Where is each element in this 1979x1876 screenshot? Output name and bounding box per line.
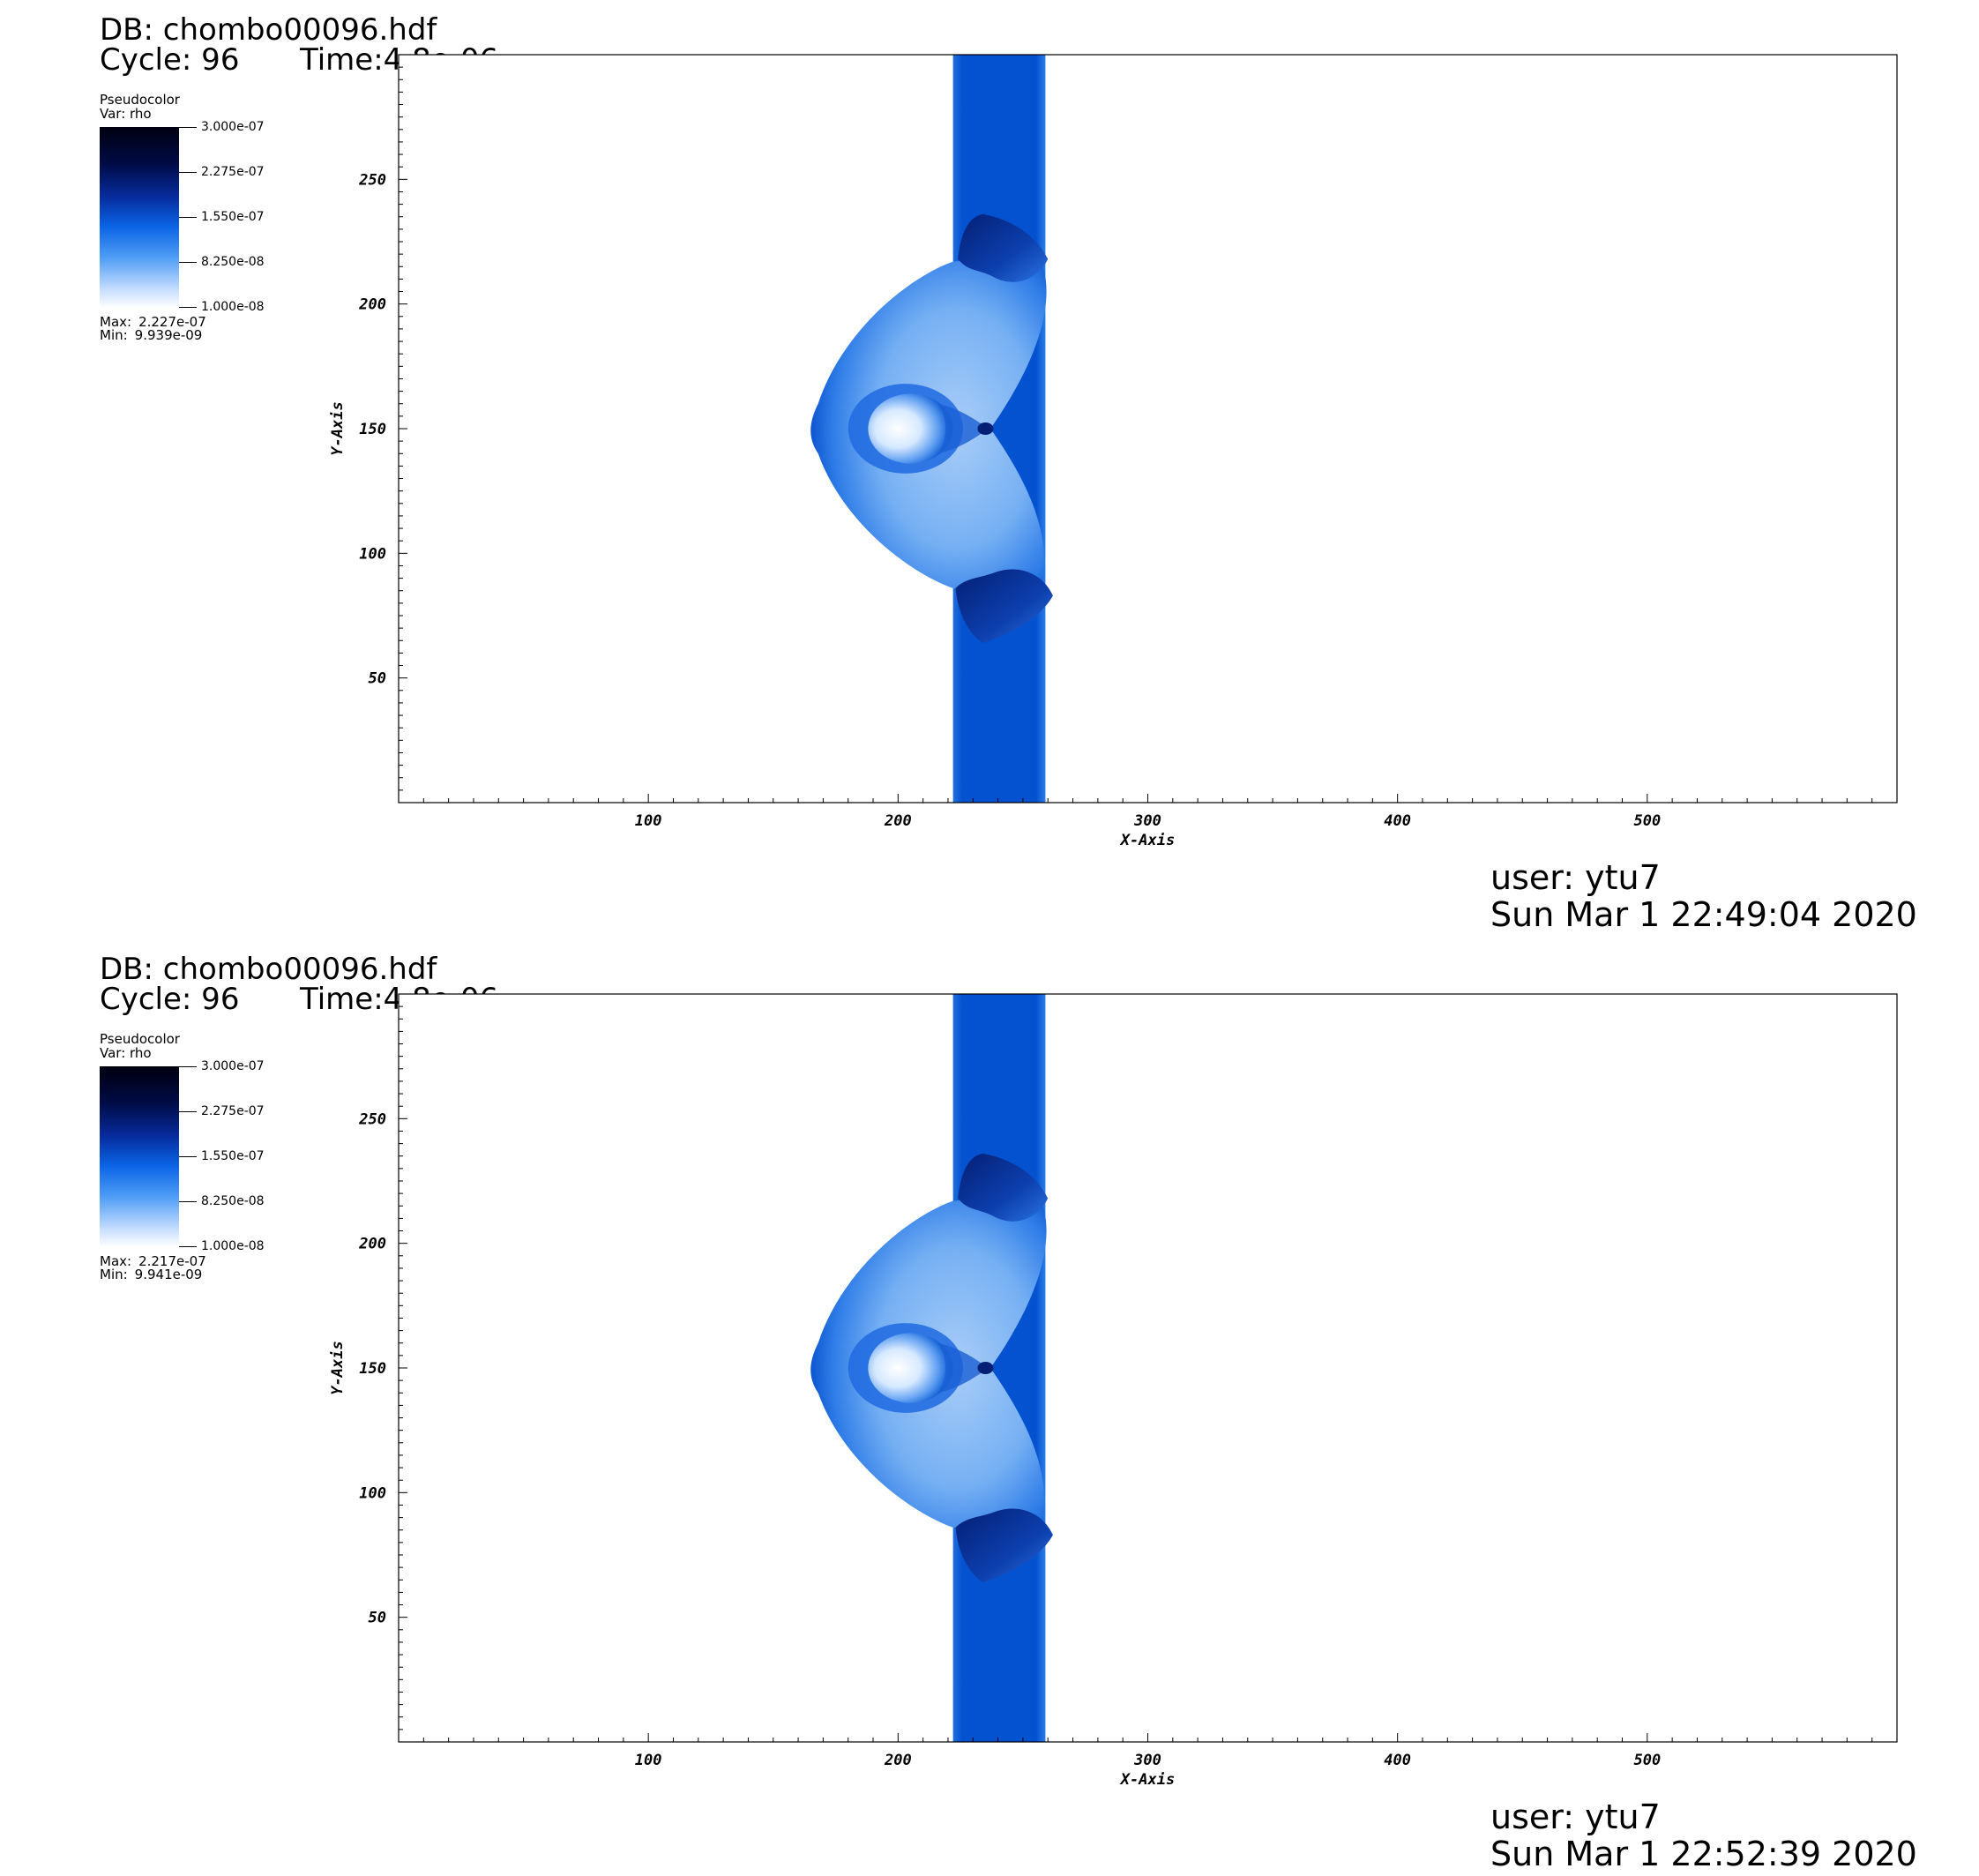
colorbar-tick: [179, 1246, 197, 1247]
colorbar-tick: [179, 217, 197, 218]
user-label: user: ytu7: [1490, 858, 1661, 897]
legend-variable: Var: rho: [100, 106, 152, 122]
colorbar: [100, 1066, 179, 1247]
legend-min-value: 9.941e-09: [134, 1267, 203, 1282]
density-field: [399, 994, 1897, 1742]
y-tick-label: 250: [358, 171, 386, 189]
pseudocolor-plot: 100 200 300 400 500 50 100 150 200 250 X-Axis Y-Axi…: [329, 993, 1898, 1789]
x-tick-label: 500: [1633, 1752, 1661, 1769]
y-tick-label: 100: [359, 1484, 386, 1502]
bright-core: [868, 1333, 953, 1403]
cusp-point: [977, 422, 994, 435]
legend-min: Min: 9.939e-09: [100, 329, 202, 342]
x-tick-label: 300: [1133, 812, 1161, 830]
colorbar-label: 1.550e-07: [201, 210, 265, 224]
colorbar-tick: [179, 127, 197, 128]
colorbar-label: 8.250e-08: [201, 1194, 265, 1208]
y-tick-label: 100: [359, 545, 386, 563]
plot-background: [399, 55, 1897, 803]
database-title: DB: chombo00096.hdf: [100, 12, 437, 48]
colorbar-tick: [179, 1066, 197, 1067]
inner-wedge: [937, 403, 989, 454]
x-axis-label: X-Axis: [1119, 832, 1175, 849]
x-tick-label: 100: [635, 812, 662, 830]
colorbar-tick: [179, 172, 197, 173]
y-axis-label: Y-Axis: [329, 1341, 347, 1394]
legend-max-value: 2.217e-07: [138, 1253, 206, 1269]
y-tick-label: 150: [359, 421, 386, 438]
colorbar-label: 2.275e-07: [201, 1104, 265, 1118]
user-label: user: ytu7: [1490, 1798, 1661, 1836]
lower-lobe: [955, 1508, 1053, 1583]
legend-min-label: Min:: [100, 1267, 128, 1282]
legend-min-label: Min:: [100, 327, 128, 343]
x-tick-label: 100: [635, 1752, 662, 1769]
x-tick-label: 400: [1384, 812, 1411, 830]
lower-lobe: [955, 569, 1053, 644]
x-tick-label: 300: [1133, 1752, 1161, 1769]
colorbar-label: 1.550e-07: [201, 1149, 265, 1163]
colorbar-tick: [179, 307, 197, 308]
density-field: [399, 55, 1897, 803]
timestamp-label: Sun Mar 1 22:52:39 2020: [1490, 1835, 1917, 1873]
cusp-point: [977, 1362, 994, 1374]
legend-max-label: Max:: [100, 314, 132, 330]
legend-max: Max: 2.227e-07: [100, 316, 206, 329]
colorbar-tick: [179, 1201, 197, 1202]
y-tick-label: 50: [369, 1610, 386, 1627]
legend-max: Max: 2.217e-07: [100, 1255, 206, 1268]
x-axis-label: X-Axis: [1119, 1771, 1175, 1789]
y-tick-label: 50: [369, 670, 386, 688]
cycle-label: Cycle: 96: [100, 982, 240, 1017]
bright-core: [868, 393, 953, 464]
legend-plot-type: Pseudocolor: [100, 1031, 180, 1047]
legend-variable: Var: rho: [100, 1045, 152, 1061]
inner-wedge: [937, 1342, 989, 1394]
legend-min: Min: 9.941e-09: [100, 1268, 202, 1282]
legend-plot-type: Pseudocolor: [100, 92, 180, 108]
y-tick-label: 150: [359, 1360, 386, 1378]
y-tick-label: 200: [358, 296, 386, 314]
colorbar-label: 3.000e-07: [201, 120, 265, 134]
x-tick-label: 500: [1633, 812, 1661, 830]
colorbar-label: 2.275e-07: [201, 165, 265, 179]
upper-lobe: [958, 213, 1049, 282]
legend-max-label: Max:: [100, 1253, 132, 1269]
plot-panel-1: DB: chombo00096.hdf Cycle: 96 Time:4.8e-…: [0, 0, 1979, 937]
legend-min-value: 9.939e-09: [134, 327, 203, 343]
timestamp-label: Sun Mar 1 22:49:04 2020: [1490, 895, 1917, 934]
plot-panel-2: DB: chombo00096.hdf Cycle: 96 Time:4.8e-…: [0, 939, 1979, 1876]
legend-max-value: 2.227e-07: [138, 314, 206, 330]
plot-background: [399, 994, 1897, 1742]
y-tick-label: 200: [358, 1236, 386, 1253]
colorbar-tick: [179, 262, 197, 263]
y-tick-label: 250: [358, 1110, 386, 1128]
colorbar-tick: [179, 1156, 197, 1157]
colorbar-label: 1.000e-08: [201, 1239, 265, 1253]
x-tick-label: 200: [884, 1752, 912, 1769]
cycle-label: Cycle: 96: [100, 42, 240, 78]
colorbar: [100, 127, 179, 308]
pseudocolor-plot: 100 200 300 400 500 50 100 150 200 250 X-Axis Y-Axi…: [329, 54, 1898, 849]
colorbar-label: 3.000e-07: [201, 1059, 265, 1073]
upper-lobe: [958, 1153, 1049, 1222]
x-tick-label: 400: [1384, 1752, 1411, 1769]
y-axis-label: Y-Axis: [329, 401, 347, 455]
colorbar-label: 1.000e-08: [201, 300, 265, 314]
x-tick-label: 200: [884, 812, 912, 830]
database-title: DB: chombo00096.hdf: [100, 952, 437, 987]
colorbar-tick: [179, 1111, 197, 1112]
colorbar-label: 8.250e-08: [201, 255, 265, 269]
